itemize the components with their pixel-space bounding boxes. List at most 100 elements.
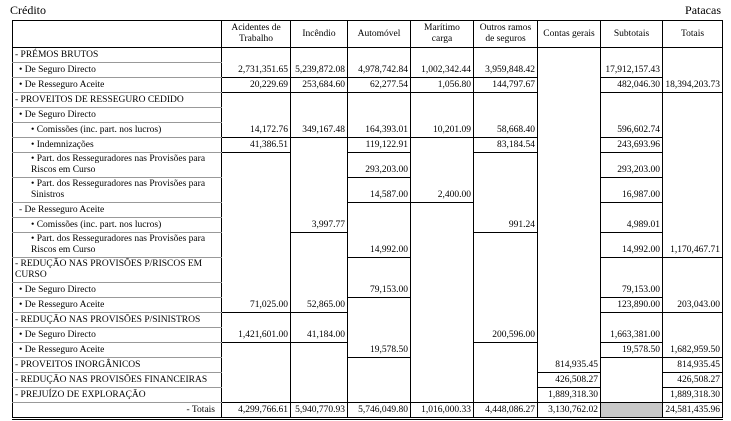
table-row: - Totais 4,299,766.61 5,940,770.93 5,746,04… — [12, 402, 723, 419]
value-cell: 19,578.50 — [600, 342, 663, 358]
empty-cell — [537, 77, 601, 93]
empty-cell — [290, 137, 348, 153]
column-header: Subtotais — [600, 20, 663, 48]
empty-cell — [290, 372, 348, 388]
value-cell: 20,229.69 — [221, 77, 291, 93]
empty-cell — [600, 92, 663, 108]
empty-cell — [537, 297, 601, 313]
value-cell: 1,889,318.30 — [662, 387, 723, 403]
value-cell: 119,122.91 — [347, 137, 411, 153]
value-cell: 5,940,770.93 — [290, 402, 348, 419]
value-cell: 71,025.00 — [221, 297, 291, 313]
table-row: • De Resseguro Aceite 71,025.00 52,865.00 1… — [12, 297, 723, 313]
value-cell: 349,167.48 — [290, 122, 348, 138]
row-label: • Comissões (inc. part. nos lucros) — [12, 122, 222, 138]
empty-cell — [347, 257, 411, 283]
empty-cell — [410, 47, 474, 63]
row-label: • Comissões (inc. part. nos lucros) — [12, 217, 222, 233]
empty-cell — [290, 202, 348, 218]
value-cell: 14,992.00 — [600, 232, 663, 258]
empty-cell — [537, 217, 601, 233]
empty-cell — [600, 202, 663, 218]
empty-cell — [662, 122, 723, 138]
empty-cell — [473, 152, 538, 178]
empty-cell — [221, 47, 291, 63]
empty-cell — [473, 387, 538, 403]
row-label: - REDUÇÃO NAS PROVISÕES FINANCEIRAS — [12, 372, 222, 388]
unit: Patacas — [685, 3, 721, 17]
table-row: • Part. dos Resseguradores nas Provisões… — [12, 152, 723, 178]
value-cell: 5,746,049.80 — [347, 402, 411, 419]
empty-cell — [410, 342, 474, 358]
empty-cell — [662, 217, 723, 233]
empty-cell — [347, 92, 411, 108]
title: Crédito — [10, 3, 46, 17]
empty-cell — [221, 257, 291, 283]
value-cell: 164,393.01 — [347, 122, 411, 138]
empty-cell — [221, 282, 291, 298]
column-header: Incêndio — [290, 20, 348, 48]
empty-cell — [600, 312, 663, 328]
empty-cell — [410, 312, 474, 328]
table-row: • Indemnizações 41,386.51 119,122.91 83,184… — [12, 137, 723, 153]
table-row: • Comissões (inc. part. nos lucros) 3,997… — [12, 217, 723, 233]
empty-cell — [410, 327, 474, 343]
empty-cell — [662, 257, 723, 283]
value-cell: 123,890.00 — [600, 297, 663, 313]
empty-cell — [537, 177, 601, 203]
empty-cell — [347, 217, 411, 233]
empty-cell — [290, 177, 348, 203]
empty-cell — [537, 47, 601, 63]
empty-cell — [662, 327, 723, 343]
table-row: • De Seguro Directo 1,421,601.00 41,184.00… — [12, 327, 723, 343]
empty-cell — [537, 282, 601, 298]
empty-cell — [662, 152, 723, 178]
value-cell: 10,201.09 — [410, 122, 474, 138]
empty-cell — [221, 217, 291, 233]
value-cell: 41,184.00 — [290, 327, 348, 343]
row-label: • De Resseguro Aceite — [12, 297, 222, 313]
empty-cell — [221, 342, 291, 358]
empty-cell — [537, 122, 601, 138]
empty-cell — [410, 217, 474, 233]
empty-cell — [347, 372, 411, 388]
empty-cell — [537, 327, 601, 343]
value-cell: 2,731,351.65 — [221, 62, 291, 78]
value-cell: 14,992.00 — [347, 232, 411, 258]
value-cell: 1,002,342.44 — [410, 62, 474, 78]
value-cell: 426,508.27 — [537, 372, 601, 388]
value-cell: 3,959,848.42 — [473, 62, 538, 78]
empty-cell — [473, 297, 538, 313]
column-header: Totais — [662, 20, 723, 48]
row-label: - REDUÇÃO NAS PROVISÕES P/SINISTROS — [12, 312, 222, 328]
value-cell: 1,170,467.71 — [662, 232, 723, 258]
empty-cell — [662, 47, 723, 63]
value-cell: 1,663,381.00 — [600, 327, 663, 343]
empty-cell — [600, 357, 663, 373]
row-label: • De Seguro Directo — [12, 327, 222, 343]
empty-cell — [290, 387, 348, 403]
empty-cell — [221, 152, 291, 178]
column-header: Outros ramos de seguros — [473, 20, 538, 48]
row-label: • De Resseguro Aceite — [12, 77, 222, 93]
empty-cell — [347, 387, 411, 403]
empty-cell — [410, 297, 474, 313]
empty-cell — [347, 107, 411, 123]
value-cell: 1,016,000.33 — [410, 402, 474, 419]
value-cell: 144,797.67 — [473, 77, 538, 93]
header-cell — [12, 20, 222, 48]
empty-cell — [290, 152, 348, 178]
column-header: Marítimo carga — [410, 20, 474, 48]
empty-cell — [537, 62, 601, 78]
value-cell: 426,508.27 — [662, 372, 723, 388]
value-cell: 3,130,762.02 — [537, 402, 601, 419]
empty-cell — [410, 387, 474, 403]
empty-cell — [473, 177, 538, 203]
empty-cell — [290, 107, 348, 123]
empty-cell — [473, 107, 538, 123]
column-header: Acidentes de Trabalho — [221, 20, 291, 48]
empty-cell — [410, 202, 474, 218]
column-header: Contas gerais — [537, 20, 601, 48]
empty-cell — [290, 342, 348, 358]
